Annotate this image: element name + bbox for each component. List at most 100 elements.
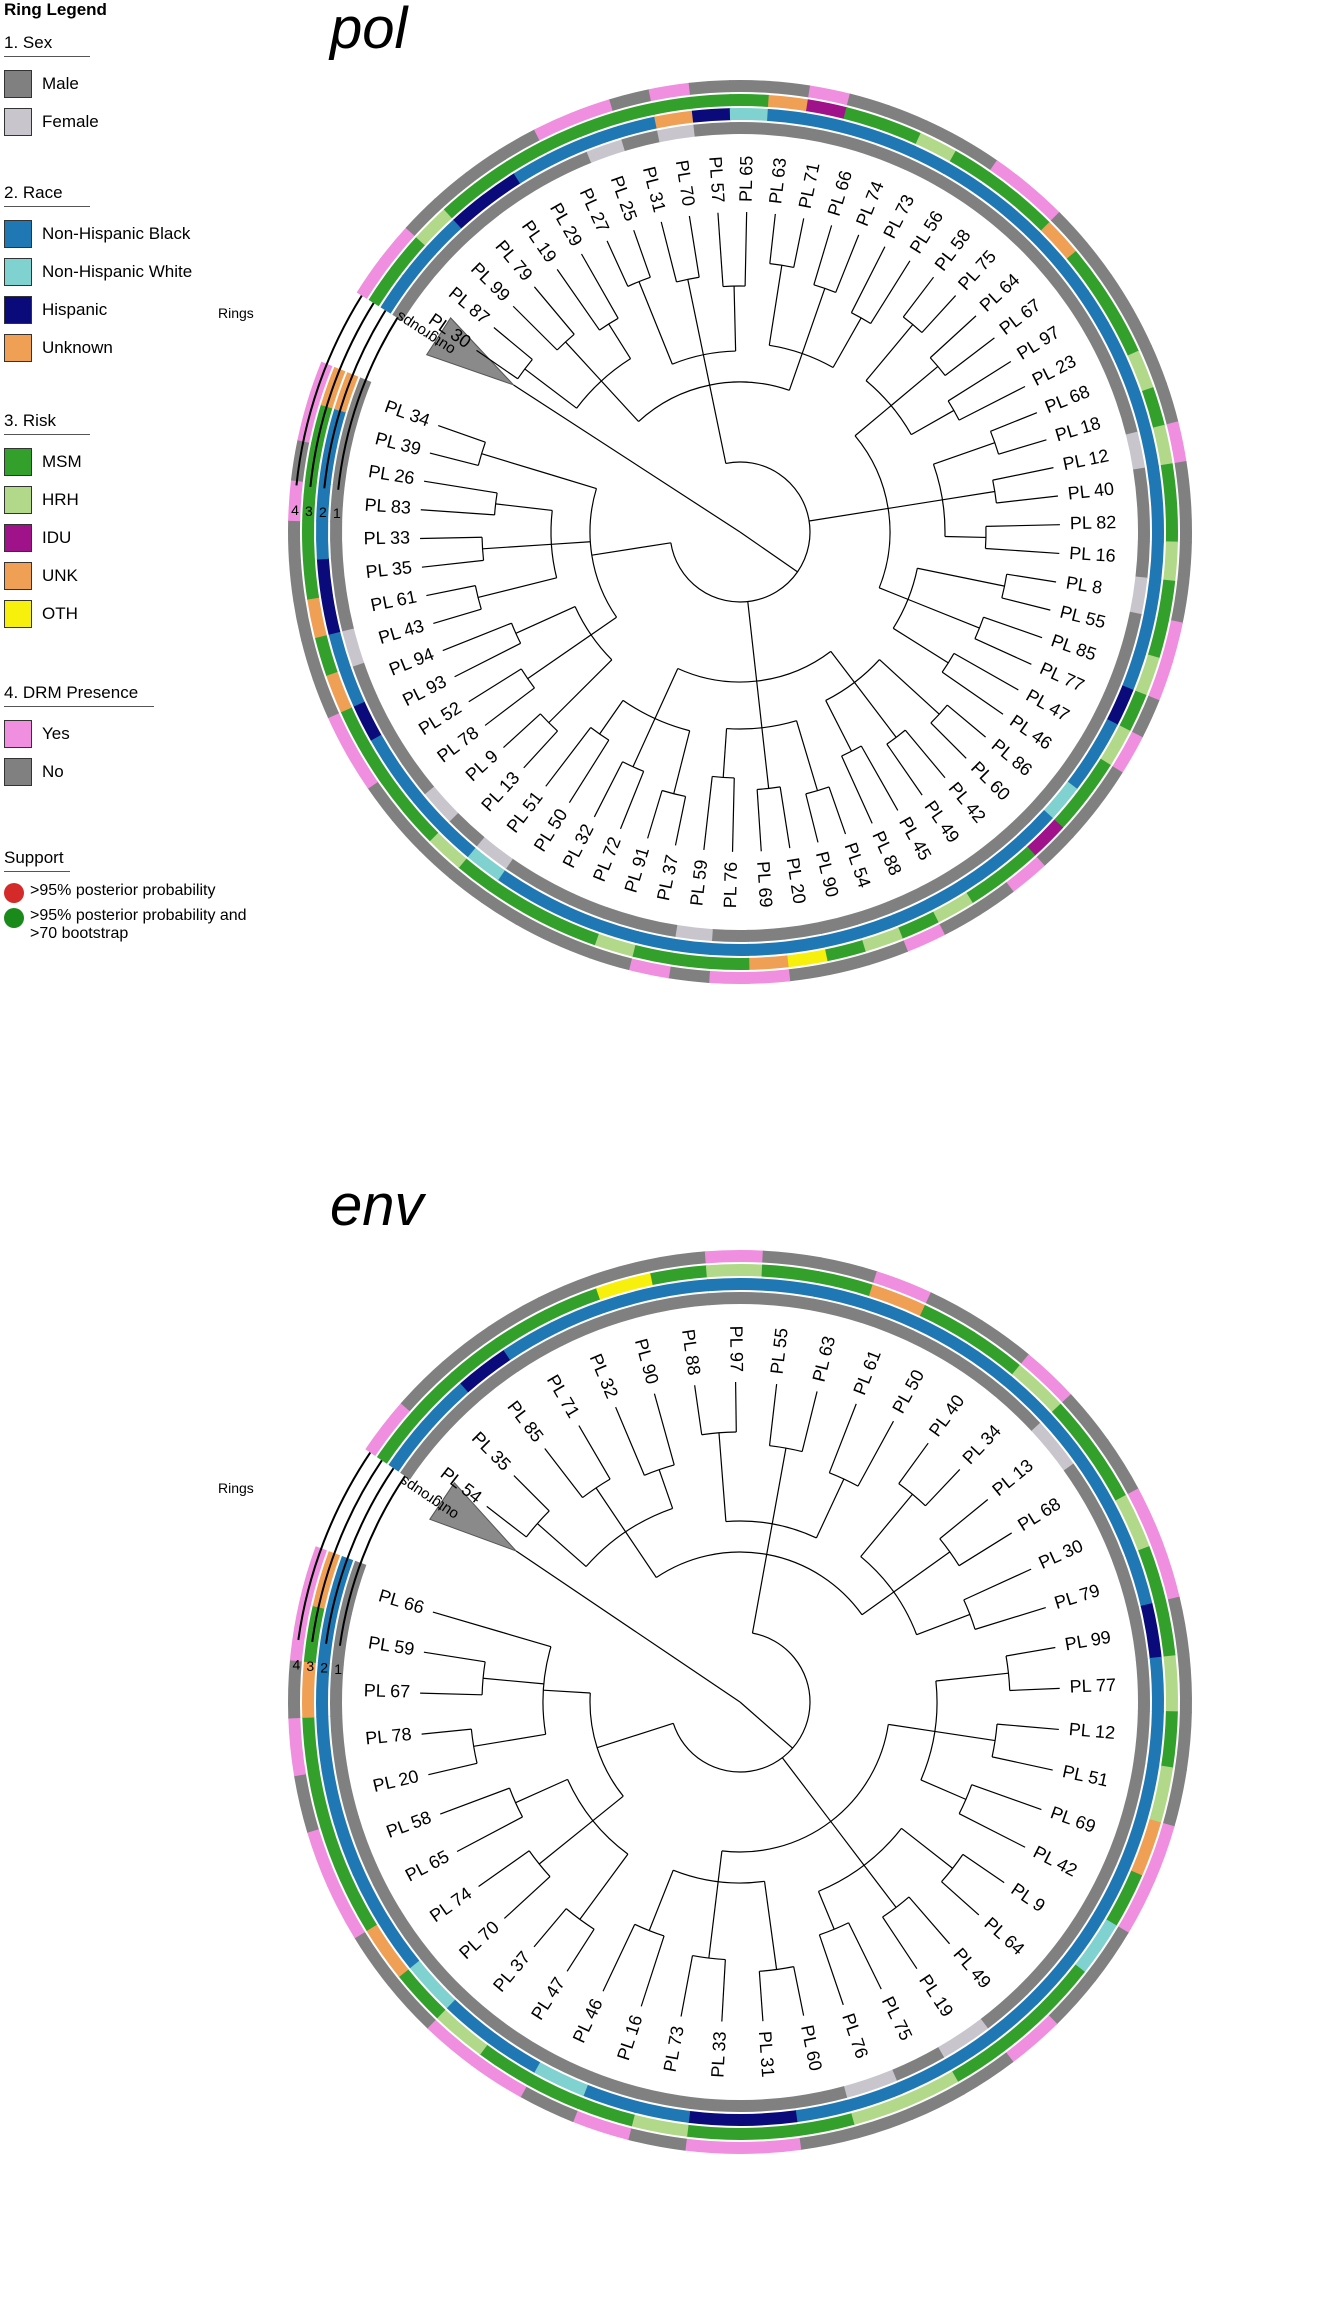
branch	[523, 730, 558, 769]
branch	[830, 651, 855, 683]
sex-ring-segment	[994, 1386, 1041, 1432]
sex-ring-segment	[1076, 712, 1106, 752]
branch	[481, 453, 552, 476]
branch	[809, 507, 889, 522]
branch	[953, 652, 1019, 691]
race-ring-segment	[1003, 206, 1041, 242]
race-ring-segment	[1149, 1656, 1165, 1713]
branch	[648, 1869, 674, 1931]
sex-ring-segment	[462, 205, 500, 239]
sex-ring-segment	[401, 757, 435, 795]
risk-ring-segment	[457, 857, 497, 892]
tip-label: PL 32	[586, 1351, 622, 1402]
race-ring-segment	[546, 138, 587, 166]
race-ring-segment	[503, 1322, 557, 1361]
branch	[947, 361, 1012, 402]
drm-ring-segment	[1162, 1767, 1187, 1828]
tip-label: PL 35	[468, 1428, 515, 1475]
tip-label: PL 46	[569, 1995, 607, 2045]
sex-ring-segment	[904, 158, 943, 187]
sex-ring-segment	[420, 1951, 465, 1999]
branch	[440, 1787, 510, 1815]
race-ring-segment	[421, 1382, 470, 1430]
sex-ring-segment	[1125, 431, 1146, 471]
race-ring-segment	[1028, 1955, 1074, 2005]
sex-ring-segment	[1085, 329, 1114, 369]
risk-ring-segment	[843, 107, 886, 131]
risk-ring-segment	[915, 132, 957, 162]
risk-ring-segment	[376, 1411, 422, 1464]
branch	[428, 1762, 478, 1776]
risk-ring-segment	[650, 1265, 708, 1286]
drm-ring-segment	[1021, 1354, 1072, 1404]
branch	[788, 353, 803, 391]
sex-ring-segment	[587, 2071, 642, 2100]
branch	[606, 240, 629, 287]
risk-ring-segment	[805, 99, 848, 120]
legend-section-sex: 1. Sex Male Female	[4, 30, 99, 141]
sex-ring-segment	[1127, 1606, 1148, 1661]
race-ring-segment	[1043, 781, 1078, 819]
drm-ring-segment	[609, 89, 653, 111]
drm-ring-segment	[667, 966, 710, 983]
ring-guide-line	[311, 1459, 383, 1643]
branch	[517, 359, 533, 380]
race-ring-segment	[1146, 465, 1164, 506]
risk-ring-segment	[1157, 579, 1176, 621]
drm-ring-segment	[972, 882, 1014, 916]
drm-ring-segment	[1177, 541, 1192, 584]
race-ring-segment	[767, 108, 807, 126]
risk-ring-segment	[1110, 315, 1140, 357]
female-label: Female	[42, 112, 99, 131]
risk-ring-segment	[1078, 758, 1111, 799]
race-ring-segment	[794, 2099, 851, 2123]
branch	[854, 435, 891, 589]
tip-label: PL 59	[367, 1632, 416, 1659]
branch	[920, 1779, 967, 1800]
race-ring-segment	[925, 880, 966, 911]
branch	[971, 1784, 1042, 1811]
branch	[615, 1406, 645, 1476]
legend-header-sex: 1. Sex	[4, 30, 90, 57]
branch	[429, 452, 479, 466]
tip-label: PL 99	[1063, 1627, 1112, 1655]
drm-ring-segment	[627, 958, 671, 979]
drm-ring-segment	[365, 1402, 411, 1456]
risk-ring-segment	[593, 933, 636, 957]
sex-ring-segment	[490, 184, 529, 216]
legend-item-drm-no: No	[4, 753, 154, 791]
drm-ring-segment	[1117, 1876, 1156, 1934]
legend-item-msm: MSM	[4, 443, 90, 481]
outgroup-branch	[515, 1550, 741, 1703]
tip-label: PL 66	[376, 1585, 426, 1617]
branch	[751, 1554, 768, 1634]
branch	[996, 495, 1059, 504]
tip-label: PL 74	[426, 1883, 475, 1926]
risk-ring-segment	[522, 901, 564, 931]
branch	[536, 1523, 587, 1567]
tip-label: PL 58	[383, 1807, 433, 1842]
branch	[958, 1784, 973, 1814]
drm-ring-segment	[570, 99, 614, 124]
risk-ring-segment	[613, 102, 655, 125]
branch	[910, 409, 955, 436]
branch	[761, 727, 770, 789]
race-ring-segment	[533, 2061, 588, 2097]
tip-label: PL 91	[621, 845, 654, 895]
branch	[898, 1442, 929, 1484]
branch	[795, 720, 819, 791]
branch	[528, 1850, 551, 1877]
drm-ring-segment	[742, 2137, 802, 2154]
risk-ring-segment	[1142, 387, 1165, 429]
drm-ring-segment	[921, 120, 964, 150]
race-ring-segment	[550, 1301, 606, 1334]
sex-ring-segment	[937, 2018, 989, 2059]
sex-ring-segment	[801, 126, 841, 147]
drm-ring-segment	[627, 2128, 687, 2151]
branch	[828, 1403, 857, 1474]
sex-ring-segment	[1122, 1761, 1146, 1816]
branch	[963, 1568, 1032, 1601]
branch	[930, 722, 967, 759]
male-label: Male	[42, 74, 79, 93]
branch	[758, 1971, 764, 2022]
